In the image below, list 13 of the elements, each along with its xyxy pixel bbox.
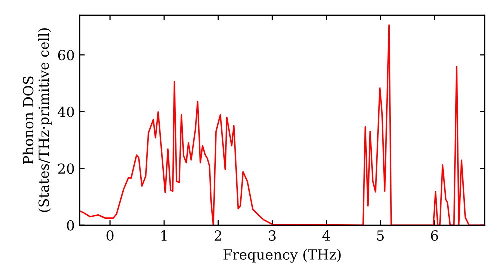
x-tick-label: 1 (162, 230, 167, 241)
y-axis-title: Phonon DOS (States/THz·primitive cell) (22, 28, 52, 212)
x-tick-label: 0 (106, 230, 114, 242)
x-tick-label: 4 (322, 230, 330, 241)
x-axis-title: Frequency (THz) (224, 249, 341, 263)
y-tick-label: 20 (58, 164, 74, 174)
y-tick-label: 0 (67, 220, 74, 231)
y-tick-label: 40 (58, 106, 74, 118)
x-tick-label: 5 (377, 230, 384, 242)
x-tick-label: 2 (214, 230, 222, 241)
x-tick-label: 3 (269, 230, 276, 242)
x-tick-label: 6 (431, 230, 438, 242)
y-tick-label: 60 (58, 50, 74, 61)
